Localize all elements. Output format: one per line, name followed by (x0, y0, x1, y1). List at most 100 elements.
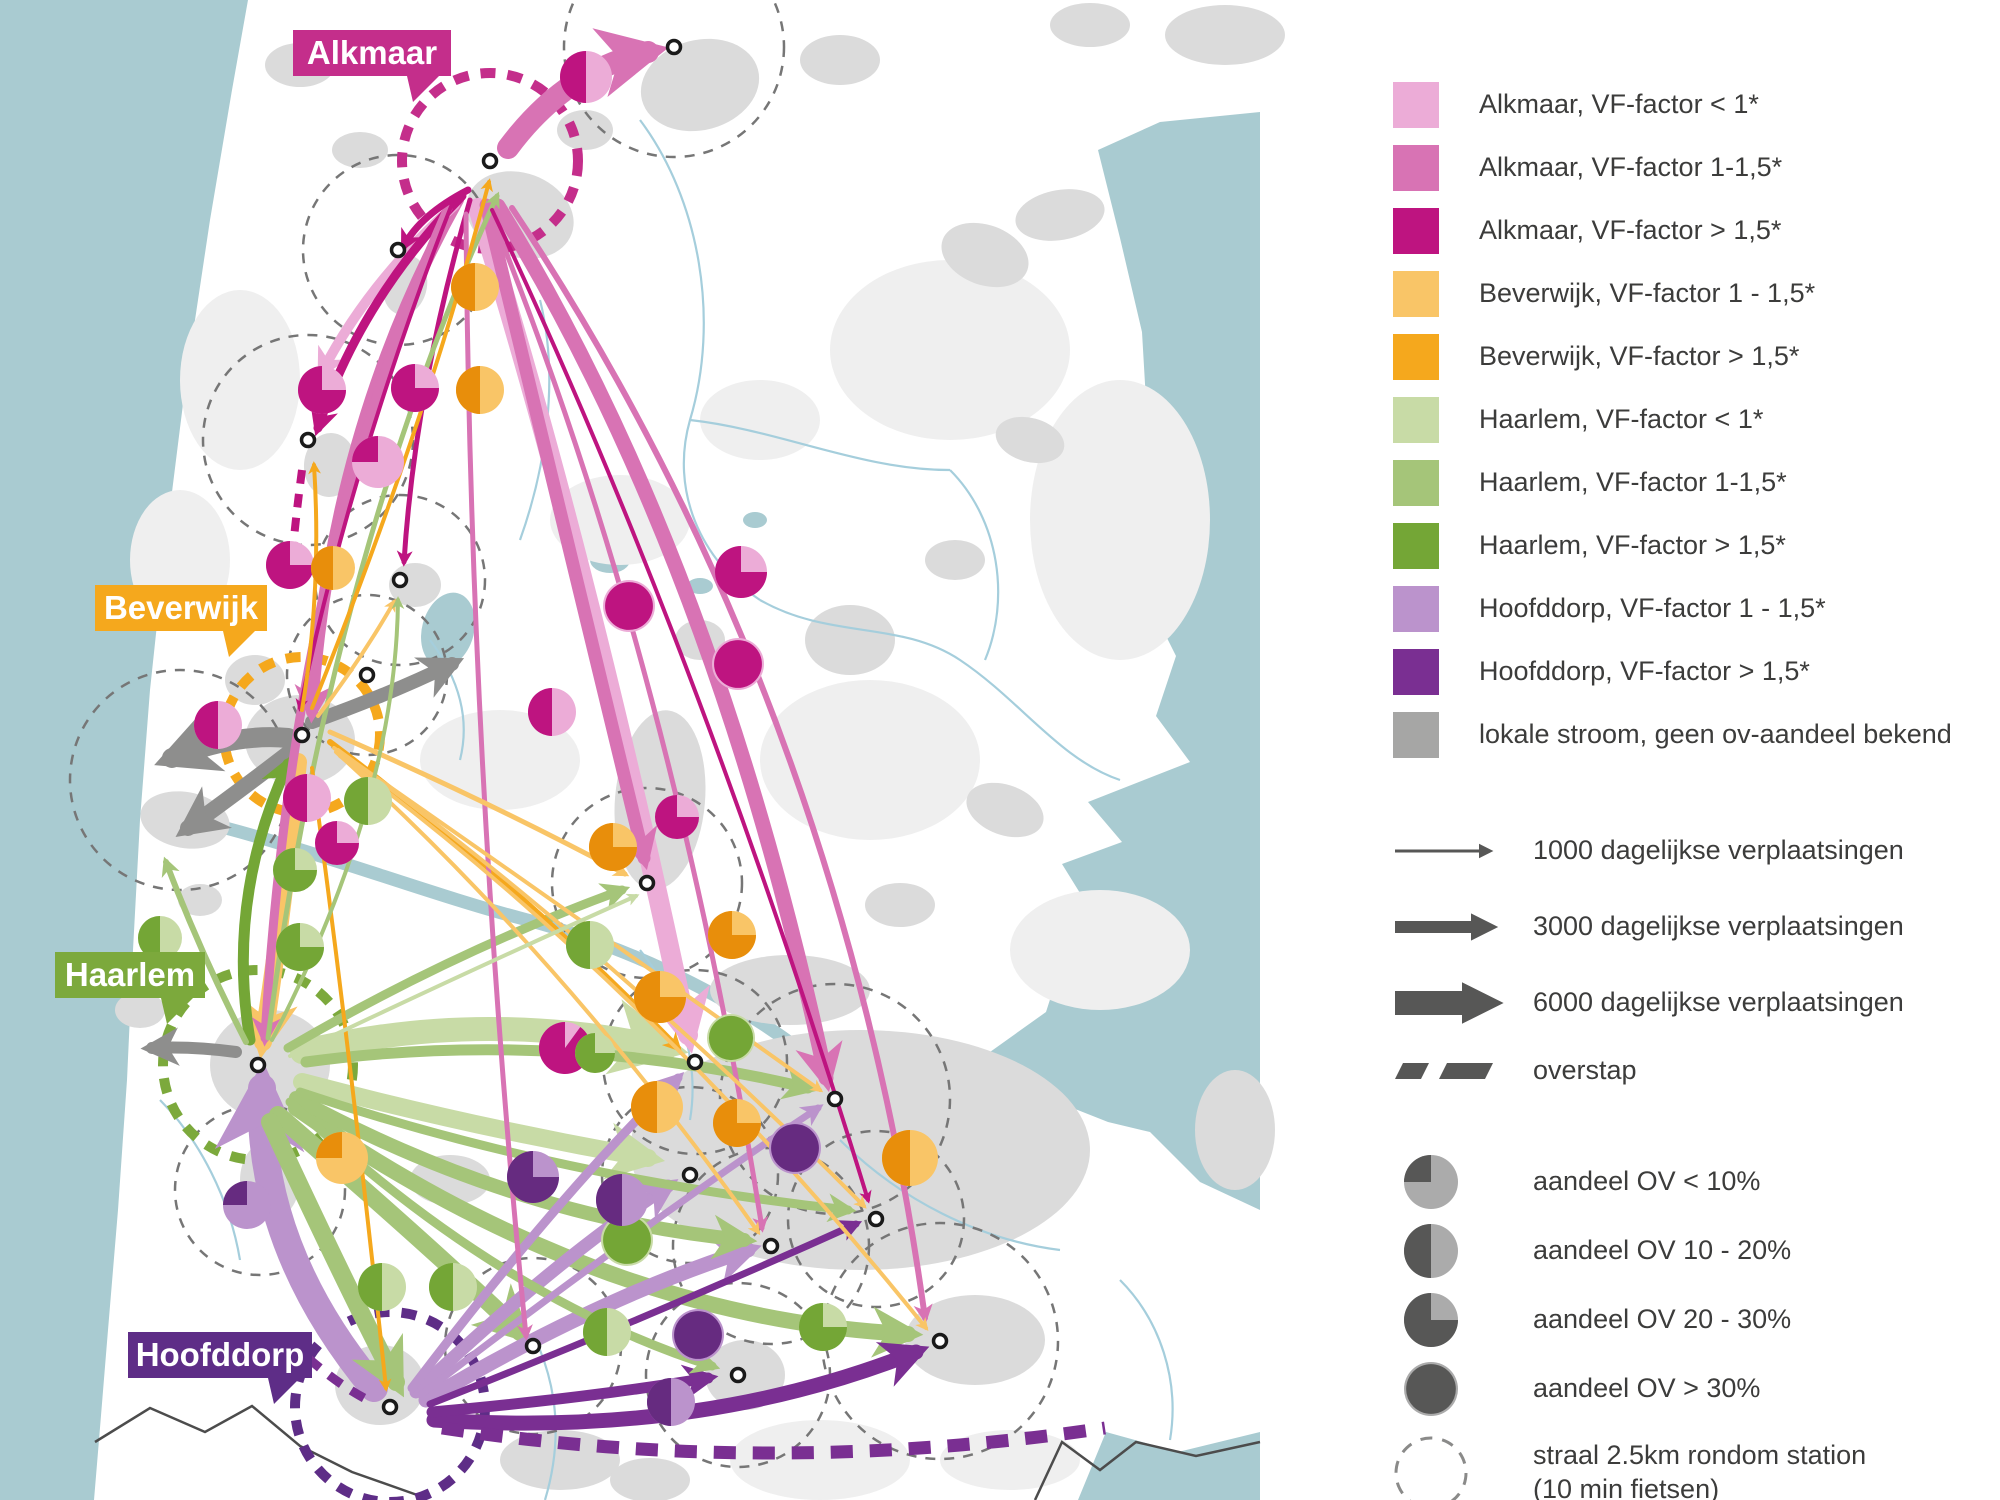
city-label-hoofddorp: Hoofddorp (128, 1332, 312, 1404)
legend-label: overstap (1533, 1055, 1637, 1086)
pie-wedge (674, 1311, 722, 1359)
station-dot (299, 431, 317, 449)
station-dot (389, 241, 407, 259)
ov-share-pie (715, 546, 767, 598)
flow-arrow (295, 1087, 857, 1223)
flow-arrow (441, 1421, 1106, 1460)
ov-share-pie (601, 1214, 653, 1266)
urban-area (710, 955, 870, 1025)
station-radius-circle (550, 786, 744, 980)
ov-share-pie (1404, 1293, 1458, 1347)
legend-label: Haarlem, VF-factor < 1* (1479, 404, 1764, 435)
urban-area (800, 35, 880, 85)
city-label-box (293, 30, 451, 76)
field-area (180, 290, 300, 470)
ov-share-pie (1404, 1155, 1458, 1209)
station-dot (762, 1237, 780, 1255)
ov-share-pie-icon (1393, 1153, 1513, 1211)
pie-wedge (298, 366, 346, 414)
legend-label: Haarlem, VF-factor 1-1,5* (1479, 467, 1787, 498)
legend-color-swatch (1393, 208, 1439, 254)
waterway (1119, 1279, 1174, 1441)
field-area (700, 380, 820, 460)
ov-share-pie (583, 1308, 631, 1356)
lake (421, 592, 475, 668)
station-dot (249, 1056, 267, 1074)
ov-share-pie (266, 541, 314, 589)
pie-wedge (528, 688, 552, 736)
ov-share-pie (560, 51, 612, 103)
flow-arrow (327, 729, 630, 877)
station-layer (249, 38, 949, 1416)
legend-ov-share-row: aandeel OV 20 - 30% (1393, 1291, 2000, 1349)
ov-share-pie (603, 580, 655, 632)
ov-share-pie (672, 1309, 724, 1361)
ov-share-pie (283, 774, 331, 822)
province-border (94, 1404, 421, 1498)
radius-label-line1: straal 2.5km rondom station (1533, 1440, 1867, 1471)
flow-arrow (310, 178, 493, 710)
legend-color-swatch (1393, 397, 1439, 443)
flow-arrow (214, 1061, 388, 1402)
city-label-haarlem: Haarlem (55, 952, 205, 1024)
arrowhead-icon (1479, 843, 1494, 859)
field-layer (130, 260, 1210, 1500)
station-dot (524, 1337, 542, 1355)
legend-flow-size-row: 6000 dagelijkse verplaatsingen (1393, 975, 2000, 1031)
flow-arrow (290, 999, 689, 1075)
arrowhead-icon (1462, 982, 1504, 1024)
waterway (759, 599, 1121, 782)
markermeer (990, 112, 1260, 1210)
flow-arrow (479, 198, 658, 871)
field-area (1030, 380, 1210, 660)
legend-ov-share-row: aandeel OV 10 - 20% (1393, 1222, 2000, 1280)
legend-flow-size-row: 1000 dagelijkse verplaatsingen (1393, 823, 2000, 879)
flow-arrow (288, 893, 640, 1058)
ov-share-pie (298, 366, 346, 414)
pie-wedge (283, 774, 307, 822)
flow-arrow (265, 191, 500, 1041)
legend-label: 6000 dagelijkse verplaatsingen (1533, 987, 1904, 1018)
pie-wedge (1404, 1224, 1431, 1278)
city-label-tail (161, 998, 193, 1024)
ov-share-pie-icon (1393, 1291, 1513, 1349)
ov-share-pie (194, 701, 242, 749)
legend-color-swatch (1393, 649, 1439, 695)
station-dot (681, 1166, 699, 1184)
legend-label: lokale stroom, geen ov-aandeel bekend (1479, 719, 1952, 750)
ov-share-pie (273, 848, 317, 892)
pie-wedge (1404, 1155, 1431, 1182)
pie-wedge (631, 1081, 657, 1133)
pie-wedge (583, 1308, 607, 1356)
pie-wedge (507, 1151, 559, 1203)
pie-wedge (451, 263, 475, 311)
pie-wedge (714, 640, 762, 688)
legend-category-row: Haarlem, VF-factor 1-1,5* (1393, 460, 2000, 506)
legend-label: straal 2.5km rondom station (10 min fiets… (1533, 1439, 1866, 1500)
pie-wedge (344, 777, 368, 825)
pie-wedge (138, 916, 160, 960)
urban-area (966, 782, 1044, 838)
lake (743, 512, 767, 528)
ov-share-pie (769, 1122, 821, 1174)
legend-label: aandeel OV 20 - 30% (1533, 1304, 1792, 1335)
legend-color-swatch (1393, 460, 1439, 506)
legend-label: Alkmaar, VF-factor > 1,5* (1479, 215, 1782, 246)
pie-wedge (273, 848, 317, 892)
flow-arrow (269, 1106, 533, 1344)
flow-arrow (418, 1237, 762, 1408)
legend-color-swatch (1393, 82, 1439, 128)
urban-area (610, 1458, 690, 1500)
legend-label: aandeel OV > 30% (1533, 1373, 1761, 1404)
flow-arrow (305, 1354, 367, 1402)
urban-area (1195, 1070, 1275, 1190)
pie-wedge (194, 701, 218, 749)
ov-share-pie (315, 821, 359, 865)
legend-label: 1000 dagelijkse verplaatsingen (1533, 835, 1904, 866)
legend-category-row: Haarlem, VF-factor < 1* (1393, 397, 2000, 443)
station-dot (729, 1366, 747, 1384)
flow-arrow (237, 754, 294, 1046)
field-area (420, 710, 580, 810)
pie-wedge (223, 1181, 247, 1205)
